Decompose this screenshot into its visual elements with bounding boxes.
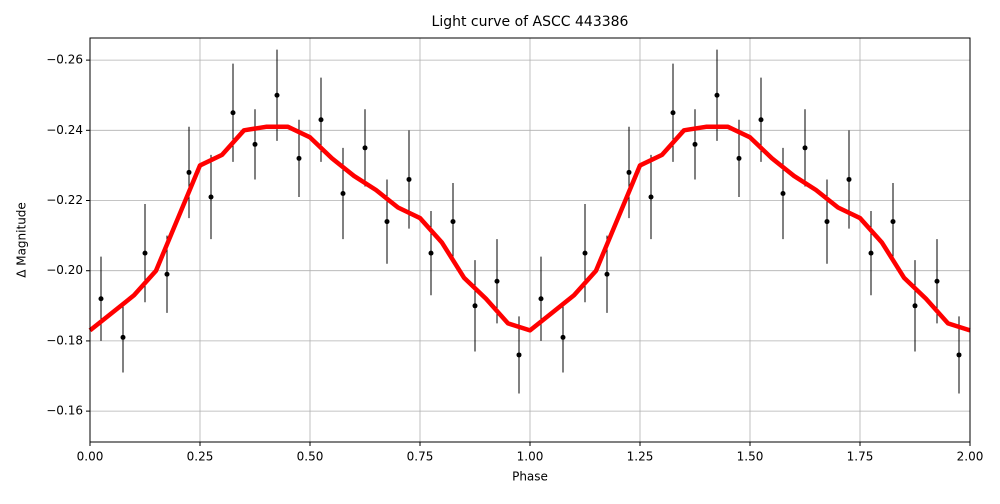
data-point <box>384 219 390 225</box>
data-point <box>274 92 280 98</box>
data-point <box>626 169 632 175</box>
data-point <box>296 155 302 161</box>
data-point <box>890 219 896 225</box>
plot-frame <box>89 37 971 443</box>
data-point <box>362 145 368 151</box>
data-point <box>648 194 654 200</box>
x-axis-label: Phase <box>512 470 548 484</box>
x-tick-label: 0.75 <box>407 450 434 464</box>
y-axis-label: Δ Magnitude <box>15 202 29 278</box>
x-tick-label: 1.75 <box>847 450 874 464</box>
y-tick-label: −0.22 <box>46 193 83 207</box>
y-tick-label: −0.24 <box>46 123 83 137</box>
data-point <box>538 296 544 302</box>
data-point <box>582 250 588 256</box>
data-point <box>494 278 500 284</box>
chart-title: Light curve of ASCC 443386 <box>432 14 629 30</box>
data-point <box>802 145 808 151</box>
data-point <box>736 155 742 161</box>
y-tick-label: −0.18 <box>46 333 83 347</box>
x-tick-label: 1.50 <box>737 450 764 464</box>
data-point <box>406 176 412 182</box>
data-point <box>472 303 478 309</box>
y-tick-label: −0.20 <box>46 263 83 277</box>
data-point <box>516 352 522 358</box>
data-point <box>956 352 962 358</box>
data-point <box>120 334 126 340</box>
data-point <box>340 190 346 196</box>
x-tick-label: 1.00 <box>517 450 544 464</box>
y-tick-label: −0.26 <box>46 53 83 67</box>
data-point <box>714 92 720 98</box>
x-tick-label: 1.25 <box>627 450 654 464</box>
data-point <box>604 271 610 277</box>
data-point <box>868 250 874 256</box>
data-point <box>692 141 698 147</box>
x-tick-label: 2.00 <box>957 450 984 464</box>
data-point <box>670 110 676 116</box>
y-tick-label: −0.16 <box>46 404 83 418</box>
data-point <box>208 194 214 200</box>
data-point <box>912 303 918 309</box>
data-point <box>230 110 236 116</box>
x-tick-label: 0.50 <box>297 450 324 464</box>
data-point <box>164 271 170 277</box>
data-point <box>450 219 456 225</box>
data-point <box>252 141 258 147</box>
fit-line <box>88 124 971 333</box>
data-point <box>560 334 566 340</box>
data-point <box>186 169 192 175</box>
data-point <box>318 117 324 123</box>
data-point <box>98 296 104 302</box>
data-point <box>142 250 148 256</box>
data-point <box>758 117 764 123</box>
data-point <box>846 176 852 182</box>
data-point <box>934 278 940 284</box>
x-tick-label: 0.25 <box>187 450 214 464</box>
x-tick-label: 0.00 <box>77 450 104 464</box>
data-point <box>780 190 786 196</box>
data-point <box>428 250 434 256</box>
data-point <box>824 219 830 225</box>
